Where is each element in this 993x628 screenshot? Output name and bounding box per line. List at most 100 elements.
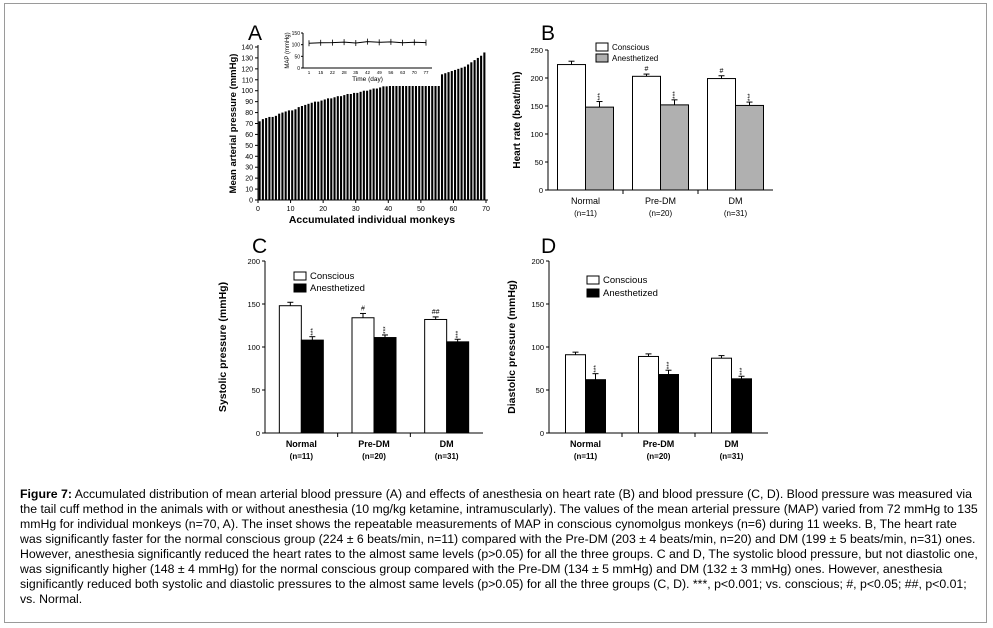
inset-y-tick-label: 150 (292, 31, 301, 37)
panel-label-d: D (541, 235, 556, 258)
bar-a-40 (385, 86, 388, 200)
bar-a-48 (411, 79, 414, 200)
bar-a-42 (392, 84, 395, 200)
bar-a-58 (444, 73, 447, 200)
x-tick-label-a: 20 (319, 206, 327, 213)
bar-a-7 (278, 113, 281, 200)
inset-x-tick-label: 42 (365, 70, 371, 75)
bar-a-1 (258, 121, 261, 200)
category-n-c: (n=20) (362, 452, 386, 461)
bar-c-0-0 (278, 305, 302, 434)
bar-a-14 (300, 106, 304, 200)
category-n-d: (n=11) (574, 452, 598, 461)
bar-a-31 (356, 92, 359, 200)
legend-swatch-b (595, 53, 609, 63)
bar-b-0-0 (557, 64, 586, 191)
sig-mark-c: *** (310, 328, 317, 336)
panel-label-b: B (541, 22, 555, 45)
y-tick-label-a: 120 (241, 66, 253, 73)
category-n-b: (n=31) (724, 209, 748, 218)
y-tick-label-c: 100 (247, 343, 260, 352)
bar-a-35 (369, 89, 372, 200)
category-label-b: Pre-DM (645, 196, 676, 206)
y-axis-label-a: Mean arterial pressure (mmHg) (228, 54, 239, 194)
y-tick-label-c: 150 (247, 300, 260, 309)
bar-a-68 (476, 57, 479, 201)
y-tick-label-a: 140 (241, 45, 253, 52)
bar-a-43 (395, 83, 398, 200)
y-tick-label-a: 10 (245, 187, 253, 194)
bar-a-65 (467, 64, 470, 201)
sig-mark-d: *** (593, 365, 600, 373)
bar-a-19 (317, 101, 320, 200)
bar-a-44 (398, 83, 401, 200)
sig-mark-c: # (361, 305, 365, 312)
bar-a-59 (447, 72, 450, 200)
bar-a-52 (424, 77, 427, 200)
bar-a-66 (470, 62, 473, 200)
bar-a-69 (480, 55, 483, 200)
legend-label-b: Anesthetized (612, 54, 658, 63)
bar-a-60 (450, 71, 453, 200)
bar-a-70 (483, 52, 486, 201)
bar-a-12 (294, 109, 297, 200)
sig-mark-c: *** (455, 330, 462, 338)
bar-a-45 (401, 81, 404, 200)
bar-a-54 (431, 76, 434, 200)
category-label-d: Pre-DM (643, 439, 675, 449)
bar-a-53 (427, 76, 431, 200)
sig-mark-c: *** (383, 326, 390, 334)
inset-y-tick-label: 0 (297, 66, 300, 72)
category-n-d: (n=20) (647, 452, 671, 461)
legend-swatch-c (293, 271, 307, 281)
bar-a-5 (271, 116, 274, 200)
bar-a-17 (310, 102, 313, 200)
bar-a-29 (349, 93, 352, 200)
legend-swatch-d (586, 275, 600, 285)
bar-b-1-2 (735, 104, 764, 191)
y-tick-label-c: 200 (247, 257, 260, 266)
bar-b-1-1 (660, 104, 689, 191)
x-tick-label-a: 60 (450, 206, 458, 213)
inset-x-tick-label: 49 (377, 70, 383, 75)
panel-d: D 0 50 100 150 200 Normal (n=11) *** Pre-DM (n=20)… (506, 235, 768, 461)
bar-d-1-1 (658, 374, 679, 434)
y-tick-label-a: 90 (245, 99, 253, 106)
y-axis-label-d: Diastolic pressure (mmHg) (506, 280, 518, 414)
bar-a-32 (359, 91, 362, 200)
y-tick-label-a: 100 (241, 88, 253, 95)
bar-b-1-0 (585, 106, 614, 191)
x-tick-label-a: 0 (256, 206, 260, 213)
y-tick-label-b: 0 (539, 186, 543, 195)
inset-x-tick-label: 77 (423, 70, 429, 75)
bar-a-26 (340, 96, 343, 200)
sig-mark-d: *** (666, 361, 673, 369)
y-tick-label-a: 130 (241, 55, 253, 62)
bar-a-25 (336, 96, 339, 200)
bar-a-37 (375, 88, 378, 200)
category-n-d: (n=31) (720, 452, 744, 461)
legend-label-d: Anesthetized (603, 288, 658, 299)
bar-a-28 (346, 93, 349, 200)
bar-a-8 (281, 112, 284, 200)
category-label-c: Normal (286, 439, 317, 449)
panel-c: C 0 50 100 150 200 Normal (n=11) *** Pre-DM (n=20)… (217, 235, 483, 461)
y-tick-label-b: 50 (535, 158, 543, 167)
bar-a-11 (291, 110, 294, 200)
bar-a-27 (343, 95, 346, 200)
legend-label-c: Anesthetized (310, 283, 365, 294)
bar-a-22 (326, 98, 330, 200)
bar-a-61 (454, 69, 457, 200)
figure-caption: Figure 7: Accumulated distribution of me… (20, 487, 978, 607)
y-tick-label-a: 20 (245, 176, 253, 183)
caption-label: Figure 7: (20, 487, 72, 501)
panel-label-c: C (252, 235, 267, 258)
x-tick-label-a: 70 (482, 206, 490, 213)
category-label-d: DM (725, 439, 739, 449)
category-n-c: (n=11) (290, 452, 314, 461)
y-tick-label-a: 110 (242, 77, 253, 84)
bar-a-9 (284, 111, 287, 200)
bar-a-63 (460, 67, 463, 200)
